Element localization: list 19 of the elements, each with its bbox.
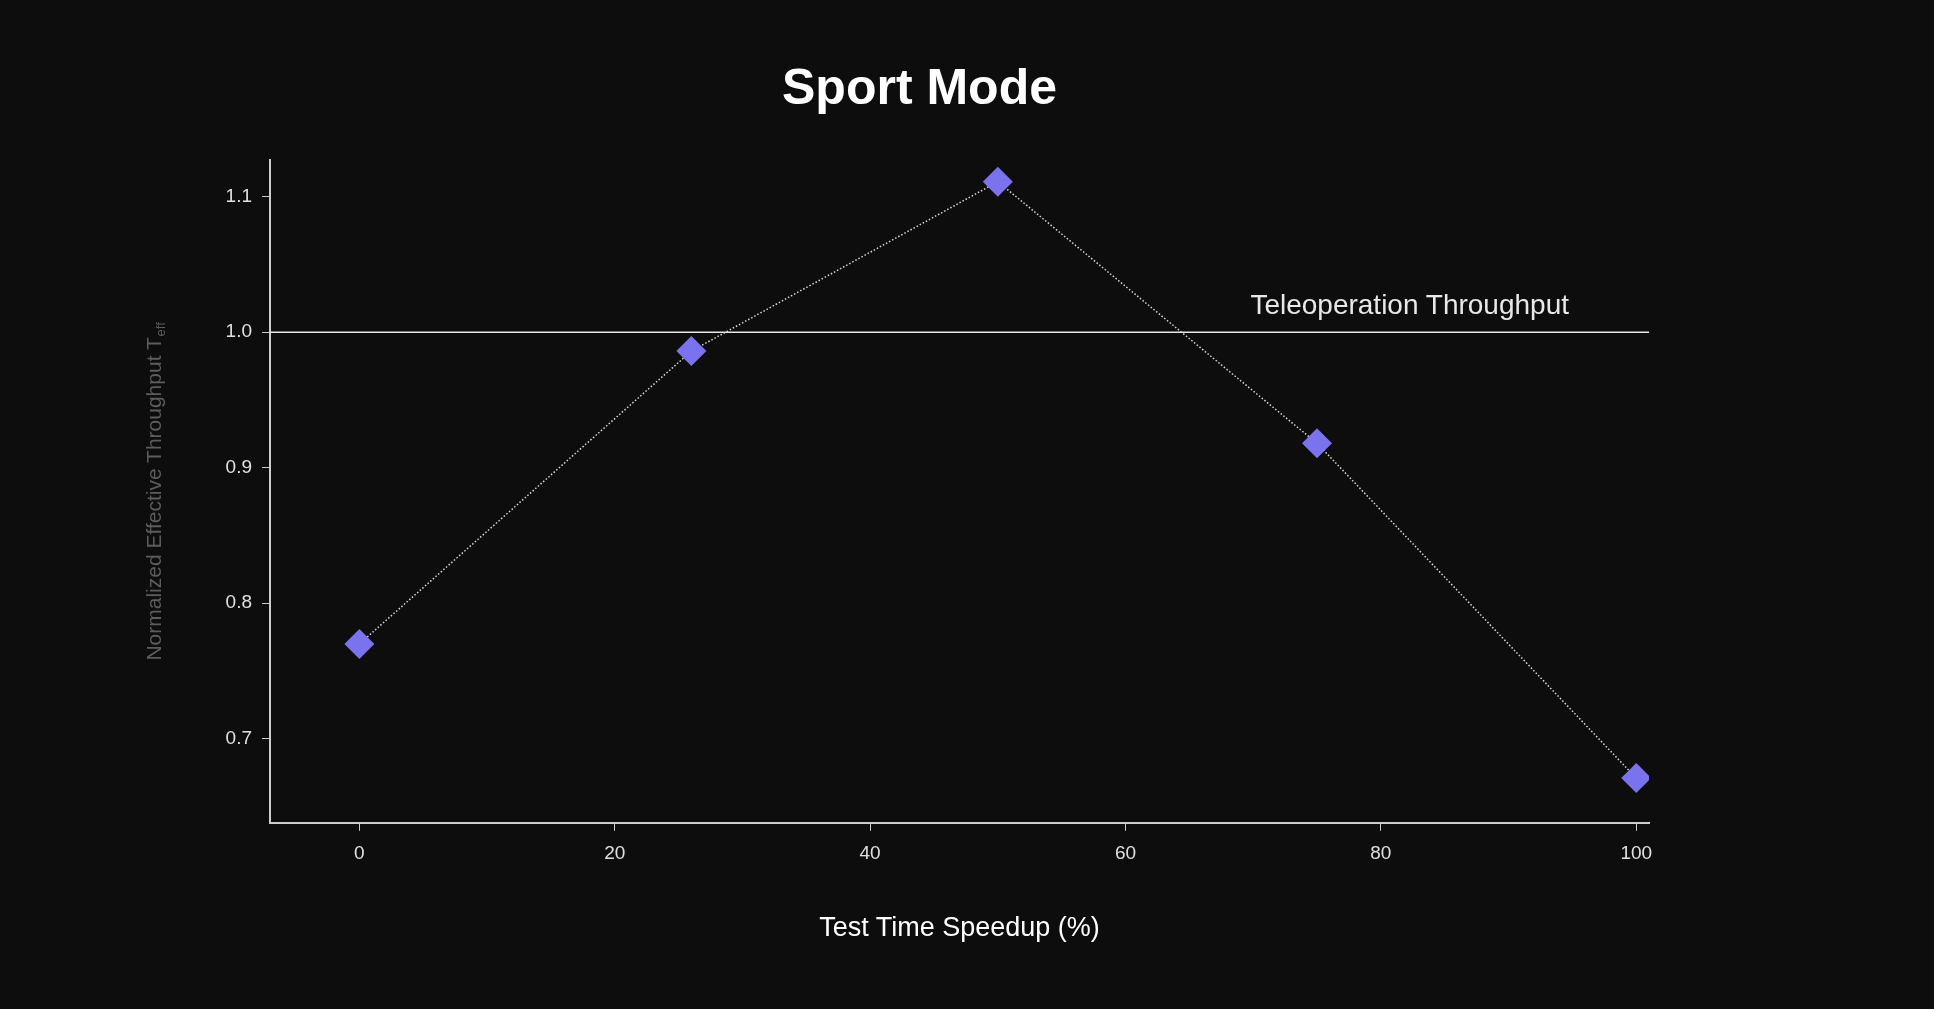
x-tick-label: 0	[354, 842, 365, 864]
y-tick-label: 0.7	[225, 727, 252, 748]
ref-line-label: Teleoperation Throughput	[1250, 288, 1570, 320]
y-axis-title: Normalized Effective Throughput Teff	[141, 321, 168, 661]
y-tick-label: 1.1	[225, 184, 252, 206]
x-tick-label: 60	[1114, 842, 1137, 864]
chart-title: Sport Mode	[782, 58, 1057, 115]
x-axis-title: Test Time Speedup (%)	[819, 912, 1100, 943]
x-tick-label: 40	[859, 842, 881, 864]
y-tick-label: 0.9	[225, 455, 252, 477]
y-tick-label: 1.0	[225, 320, 252, 342]
x-tick-label: 100	[1620, 842, 1653, 864]
x-tick-label: 20	[604, 842, 626, 864]
point	[676, 336, 707, 367]
y-tick-label: 0.8	[225, 591, 252, 613]
point	[344, 628, 375, 659]
x-tick-label: 80	[1370, 842, 1392, 864]
point	[1302, 428, 1333, 459]
point	[982, 166, 1013, 197]
